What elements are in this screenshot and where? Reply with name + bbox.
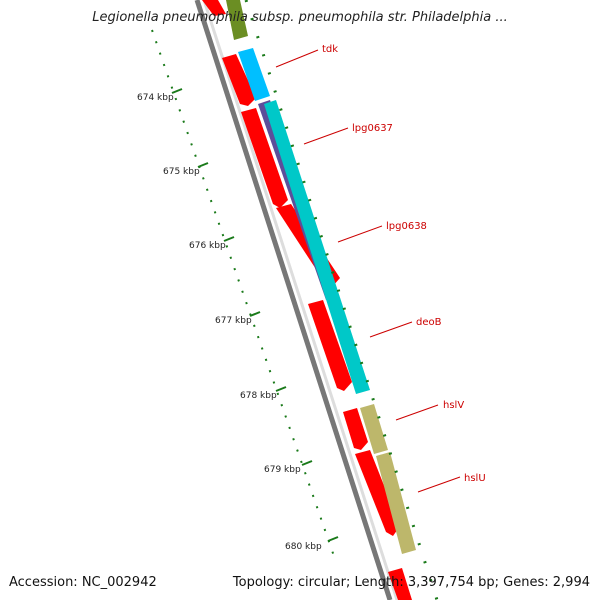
top-cds-partial (202, 0, 226, 16)
gene-lpg0638 (264, 100, 370, 394)
scale-tick-678 (275, 386, 287, 392)
genome-summary: Topology: circular; Length: 3,397,754 bp… (232, 575, 590, 590)
gene-label-hslV[interactable]: hslV (443, 400, 464, 411)
genome-backbone-highlight (202, 0, 399, 601)
cds-arrow-2 (241, 108, 288, 208)
leader-hslU (417, 476, 461, 493)
gene-label-lpg0637[interactable]: lpg0637 (352, 123, 393, 134)
cds-arrow-1 (222, 54, 256, 106)
leader-deoB (369, 321, 413, 338)
leader-tdk (275, 49, 319, 68)
gene-label-deoB[interactable]: deoB (416, 317, 442, 328)
scale-label-679: 679 kbp (264, 465, 301, 475)
cds-arrow-5 (343, 408, 368, 450)
scale-tick-679 (301, 460, 313, 466)
outer-tick-ruler (244, 0, 439, 601)
gene-label-lpg0638[interactable]: lpg0638 (386, 221, 427, 232)
top-gene-partial (226, 0, 248, 40)
scale-label-677: 677 kbp (215, 316, 252, 326)
accession-label: Accession: NC_002942 (9, 575, 157, 590)
leader-lpg0638 (337, 225, 383, 243)
gene-label-hslU[interactable]: hslU (464, 473, 486, 484)
leader-lpg0637 (303, 127, 349, 145)
scale-label-676: 676 kbp (189, 241, 226, 251)
scale-label-674: 674 kbp (137, 93, 174, 103)
gene-label-tdk[interactable]: tdk (322, 44, 338, 55)
leader-hslV (395, 404, 439, 421)
scale-tick-677 (249, 311, 261, 317)
cds-arrow-4 (308, 300, 352, 391)
scale-label-678: 678 kbp (240, 391, 277, 401)
cds-arrow-bottom (388, 568, 412, 600)
cds-arrow-6 (355, 450, 400, 536)
scale-tick-674 (171, 88, 183, 94)
map-title: Legionella pneumophila subsp. pneumophil… (92, 10, 508, 25)
scale-dotted-line (151, 29, 337, 563)
scale-tick-675 (197, 162, 209, 168)
gene-tdk (238, 48, 270, 101)
scale-tick-680 (327, 536, 339, 542)
gene-hslV (360, 404, 388, 454)
gene-hslU (376, 452, 416, 554)
scale-tick-676 (223, 236, 235, 242)
scale-label-680: 680 kbp (285, 542, 322, 552)
genome-backbone (194, 0, 393, 601)
scale-label-675: 675 kbp (163, 167, 200, 177)
